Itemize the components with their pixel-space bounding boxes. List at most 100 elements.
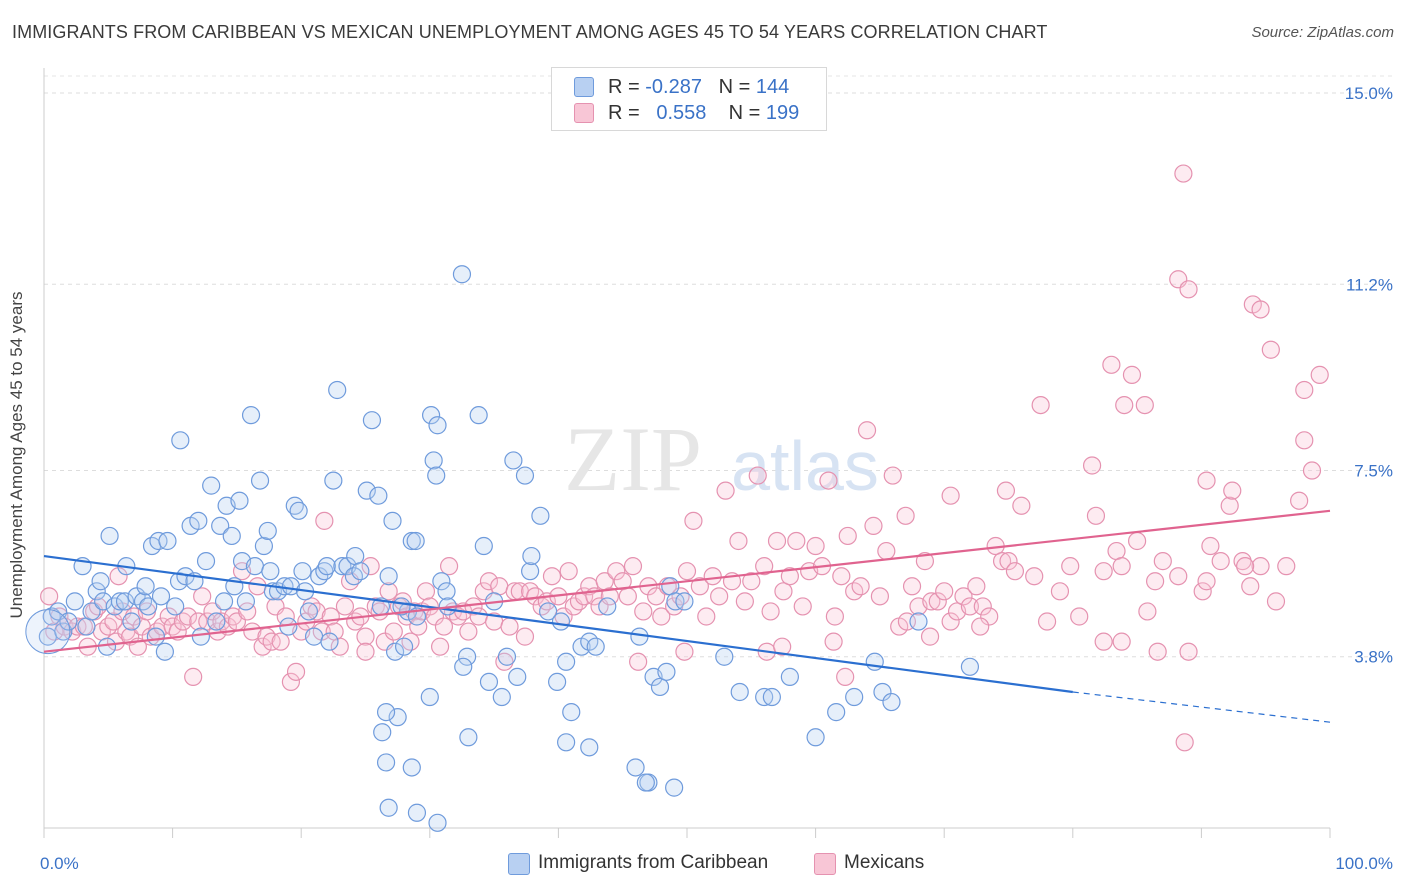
point-mexicans [954,587,973,606]
point-mexicans [1295,380,1314,400]
point-caribbean [469,406,488,425]
point-caribbean [122,612,141,631]
point-mexicans [973,597,992,616]
point-mexicans [1094,562,1113,581]
point-mexicans [755,557,774,576]
point-caribbean [189,511,208,530]
point-caribbean [522,546,541,566]
point-mexicans [1179,642,1198,661]
point-mexicans [1127,531,1147,551]
point-mexicans [1193,582,1212,601]
point-caribbean [806,728,825,747]
point-mexicans [248,577,267,596]
point-mexicans [439,557,459,576]
point-mexicans [999,552,1018,571]
series-caribbean [25,265,980,832]
point-mexicans [173,612,192,631]
point-mexicans [996,481,1016,500]
point-mexicans [1220,496,1239,515]
point-mexicans [1148,642,1167,661]
point-caribbean [388,708,407,727]
point-caribbean [715,647,734,666]
point-caribbean [245,557,265,576]
point-mexicans [1302,461,1322,480]
point-mexicans [735,592,754,611]
legend-r-value-mexicans: 0.558 [656,102,707,124]
point-mexicans [159,607,178,626]
point-mexicans [1310,365,1329,384]
point-mexicans [1061,557,1080,576]
point-caribbean [214,592,234,611]
point-mexicans [864,516,883,535]
point-caribbean [379,798,398,817]
point-mexicans [1223,481,1242,500]
bottom-swatch-caribbean [508,853,530,875]
point-caribbean [650,677,670,697]
point-mexicans [703,567,722,586]
point-mexicans [634,602,653,621]
point-caribbean [110,592,129,611]
point-mexicans [203,602,222,621]
point-caribbean [236,592,256,611]
bottom-legend-label: Mexicans [844,852,925,873]
point-caribbean [521,562,540,581]
point-caribbean [379,567,398,586]
point-mexicans [1233,552,1252,571]
y-tick-label: 3.8% [1354,648,1393,667]
point-mexicans [697,607,716,626]
point-caribbean [258,521,277,541]
point-caribbean [598,597,617,616]
point-mexicans [469,607,488,626]
tick-labels: 3.8% 7.5% 11.2% 15.0% 0.0% 100.0% [40,84,1393,873]
point-mexicans [1266,592,1286,611]
point-mexicans [935,582,954,601]
point-mexicans [193,587,212,606]
point-caribbean [333,557,352,576]
point-caribbean [424,451,443,470]
point-mexicans [416,582,436,601]
point-caribbean [136,577,155,596]
point-mexicans [1277,557,1296,576]
point-caribbean [457,647,477,666]
point-mexicans [384,622,403,641]
point-mexicans [1251,557,1270,576]
point-mexicans [793,597,812,616]
point-caribbean [171,431,190,450]
point-mexicans [99,617,118,636]
point-mexicans [1153,552,1172,571]
point-caribbean [636,773,655,792]
point-caribbean [675,592,694,611]
point-mexicans [647,587,666,606]
point-mexicans [773,637,792,656]
legend-r-value-caribbean: -0.287 [645,76,702,98]
point-mexicans [1251,300,1270,319]
point-mexicans [677,562,697,581]
point-mexicans [877,541,896,561]
point-mexicans [521,582,540,601]
point-mexicans [1112,632,1131,651]
point-caribbean [586,637,605,656]
point-mexicans [838,526,857,546]
source-credit: Source: ZipAtlas.com [1251,24,1394,41]
point-mexicans [928,592,947,611]
point-caribbean [133,592,153,611]
point-caribbean [562,703,581,722]
point-caribbean [376,753,396,772]
point-caribbean [909,612,928,631]
point-caribbean [320,632,339,651]
point-caribbean [539,602,558,621]
point-mexicans [1138,602,1157,621]
point-mexicans [1070,607,1089,626]
point-mexicans [1025,567,1044,586]
point-caribbean [459,728,478,747]
point-caribbean [657,662,676,681]
point-caribbean [474,536,493,556]
point-mexicans [1211,552,1230,571]
trend-line-mexicans [43,509,1331,653]
chart-title: IMMIGRANTS FROM CARIBBEAN VS MEXICAN UNE… [12,22,1048,42]
point-mexicans [459,622,478,641]
x-tick-label: 0.0% [40,854,79,873]
point-caribbean [250,471,270,490]
point-mexicans [836,667,855,686]
point-caribbean [551,612,571,631]
